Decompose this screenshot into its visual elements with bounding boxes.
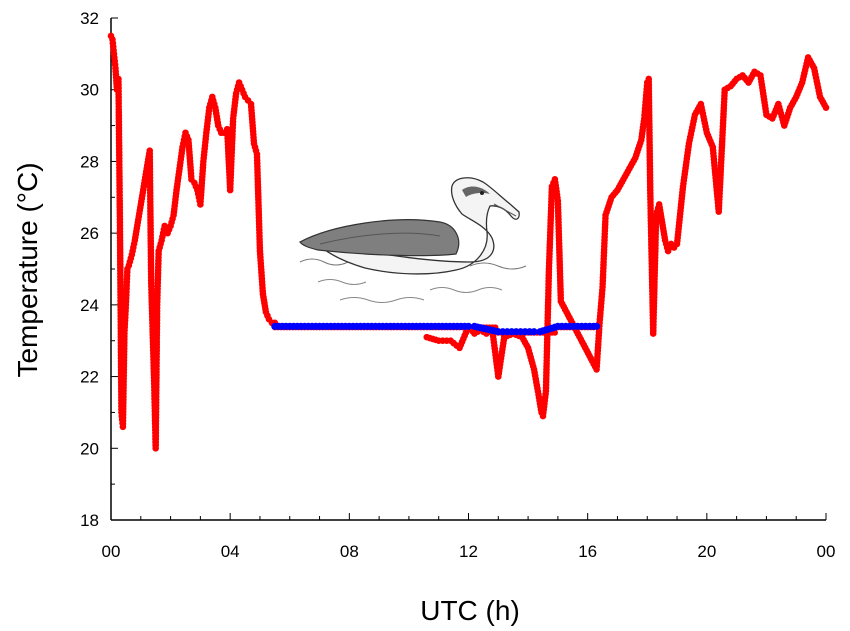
data-point: [822, 104, 830, 111]
y-axis-ticks: 18 20 22 24 26 28 30 32: [80, 9, 118, 530]
x-tick-label: 20: [697, 542, 716, 561]
x-tick-label: 00: [817, 542, 836, 561]
axes: [110, 18, 826, 521]
x-axis-title: UTC (h): [420, 595, 520, 626]
x-tick-label: 12: [459, 542, 478, 561]
data-point: [593, 322, 601, 330]
series-red-dots: [107, 32, 830, 452]
y-tick-label: 30: [80, 81, 99, 100]
albatross-on-water-icon: [299, 177, 527, 303]
y-tick-label: 32: [80, 9, 99, 28]
data-point: [530, 328, 538, 336]
y-tick-label: 22: [80, 368, 99, 387]
x-axis-ticks: 00 04 08 12 16 20 00: [102, 513, 836, 561]
data-point: [464, 322, 473, 330]
y-tick-label: 18: [80, 511, 99, 530]
series-blue-dots: [271, 322, 601, 336]
x-tick-label: 16: [578, 542, 597, 561]
x-tick-label: 08: [340, 542, 359, 561]
y-axis-title: Temperature (°C): [12, 162, 43, 377]
x-tick-label: 04: [221, 542, 240, 561]
y-tick-label: 24: [80, 296, 99, 315]
x-tick-label: 00: [102, 542, 121, 561]
y-tick-label: 20: [80, 439, 99, 458]
y-tick-label: 26: [80, 224, 99, 243]
y-tick-label: 28: [80, 152, 99, 171]
